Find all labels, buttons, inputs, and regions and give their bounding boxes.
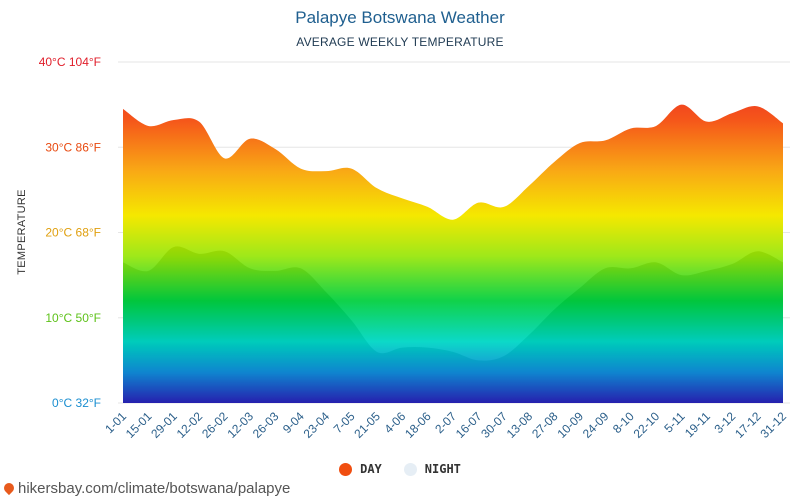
y-tick-label: 20°C 68°F — [45, 226, 101, 240]
x-tick-label: 26-03 — [250, 409, 282, 441]
x-tick-label: 23-04 — [301, 409, 333, 441]
x-tick-label: 24-09 — [580, 409, 612, 441]
chart-subtitle: AVERAGE WEEKLY TEMPERATURE — [296, 35, 504, 49]
y-tick-label: 10°C 50°F — [45, 311, 101, 325]
legend-night-label: NIGHT — [424, 462, 461, 476]
y-axis-label: TEMPERATURE — [16, 189, 28, 275]
x-tick-label: 13-08 — [504, 409, 536, 441]
legend-item-day[interactable]: DAY — [339, 462, 382, 476]
x-axis-ticks: 1-0115-0129-0112-0226-0212-0326-039-0423… — [102, 409, 789, 441]
source-link[interactable]: hikersbay.com/climate/botswana/palapye — [1, 480, 291, 497]
y-tick-label: 30°C 86°F — [45, 140, 101, 154]
night-temperature-area — [123, 246, 783, 403]
y-axis-ticks: 0°C 32°F 10°C 50°F 20°C 68°F 30°C 86°F 40°C … — [39, 55, 101, 410]
x-tick-label: 12-03 — [224, 409, 256, 441]
x-tick-label: 29-01 — [148, 409, 180, 441]
x-tick-label: 31-12 — [758, 409, 790, 441]
x-tick-label: 15-01 — [123, 409, 155, 441]
x-tick-label: 16-07 — [453, 409, 485, 441]
day-legend-dot-icon — [339, 462, 353, 476]
x-tick-label: 26-02 — [199, 409, 231, 441]
legend-item-night[interactable]: NIGHT — [403, 462, 461, 476]
x-tick-label: 18-06 — [402, 409, 434, 441]
x-tick-label: 10-09 — [554, 409, 586, 441]
source-url: hikersbay.com/climate/botswana/palapye — [18, 480, 291, 497]
x-tick-label: 27-08 — [529, 409, 561, 441]
legend-day-label: DAY — [360, 462, 382, 476]
x-tick-label: 21-05 — [351, 409, 383, 441]
x-tick-label: 30-07 — [478, 409, 510, 441]
map-pin-icon — [1, 480, 17, 495]
chart-title: Palapye Botswana Weather — [295, 8, 505, 27]
y-tick-label: 40°C 104°F — [39, 55, 101, 69]
y-tick-label: 0°C 32°F — [52, 396, 101, 410]
x-tick-label: 12-02 — [174, 409, 206, 441]
legend: DAY NIGHT — [0, 462, 800, 476]
night-legend-dot-icon — [403, 462, 417, 476]
x-tick-label: 22-10 — [631, 409, 663, 441]
x-tick-label: 17-12 — [732, 409, 764, 441]
x-tick-label: 19-11 — [682, 409, 713, 440]
